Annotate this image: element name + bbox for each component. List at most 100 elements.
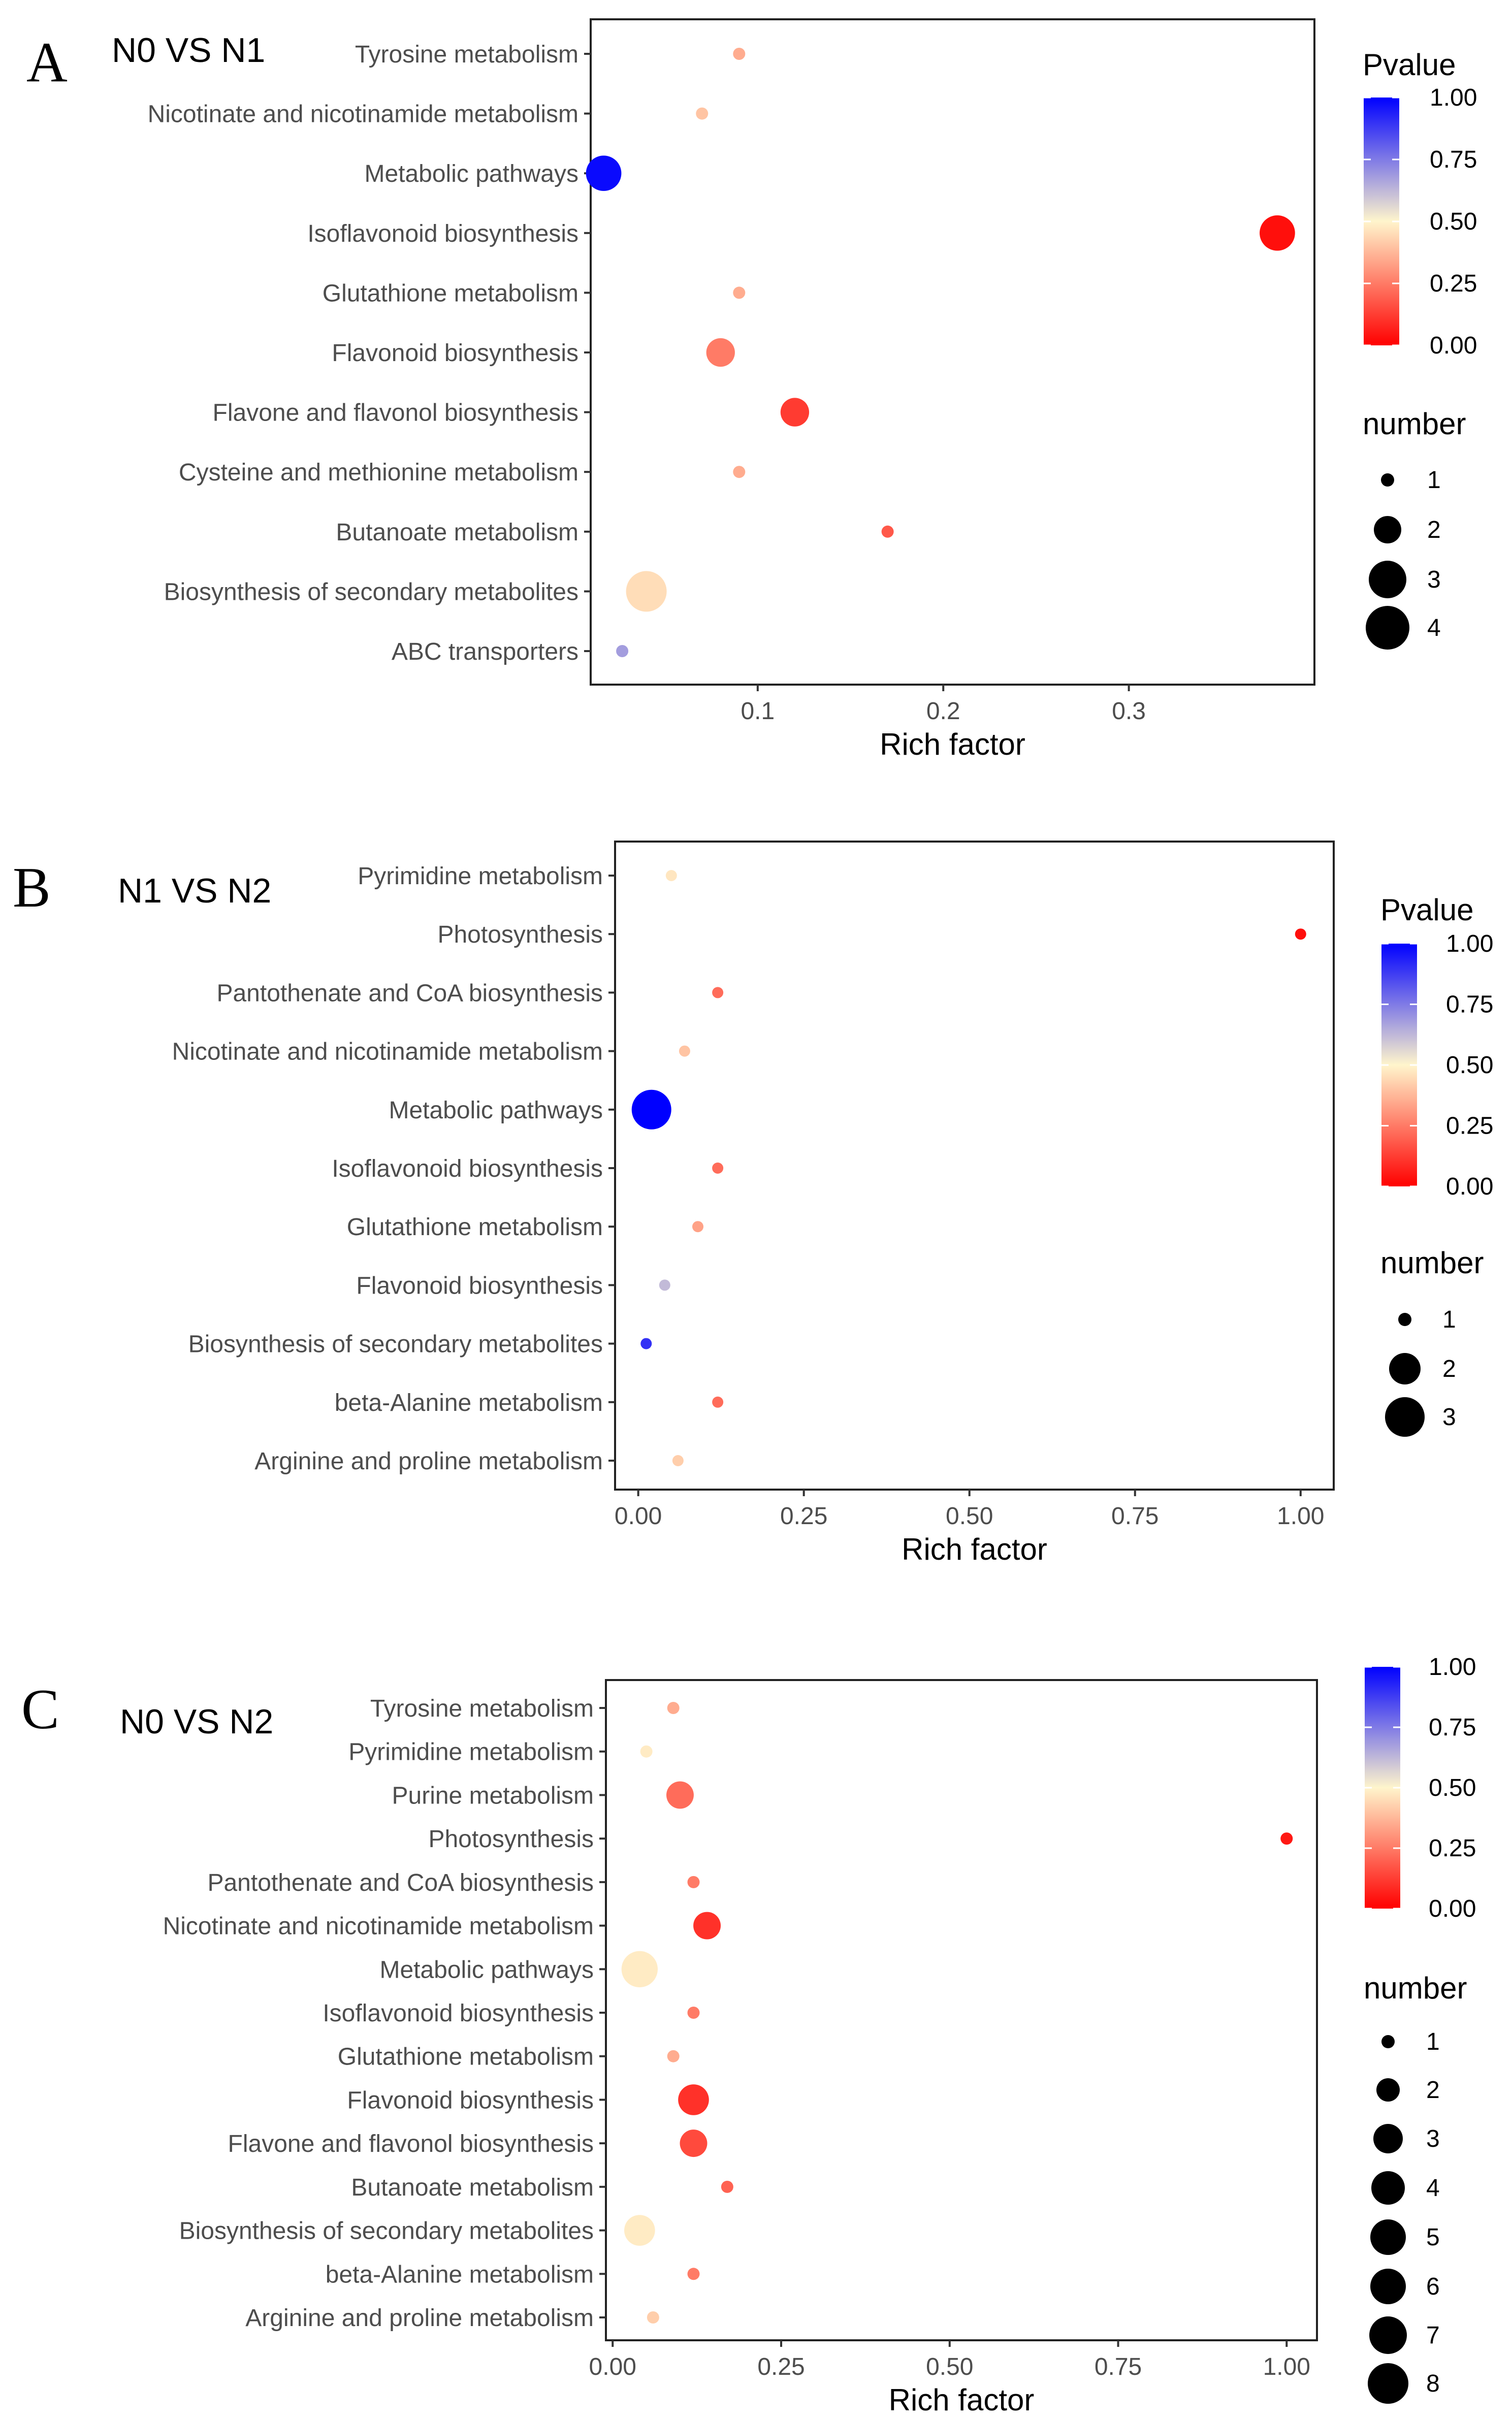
data-point bbox=[680, 2130, 707, 2157]
size-legend-dot bbox=[1368, 2363, 1408, 2404]
data-point bbox=[733, 48, 746, 60]
y-tick-label: Pyrimidine metabolism bbox=[358, 863, 603, 890]
y-tick-label: ABC transporters bbox=[392, 638, 578, 665]
x-tick-label: 0.50 bbox=[946, 1503, 993, 1530]
y-tick-label: beta-Alanine metabolism bbox=[326, 2261, 594, 2288]
x-tick-label: 0.25 bbox=[780, 1503, 827, 1530]
panel-letter: C bbox=[21, 1678, 59, 1741]
plot-frame bbox=[590, 18, 1315, 686]
data-point bbox=[1260, 215, 1295, 251]
x-tick-label: 0.2 bbox=[926, 698, 960, 725]
y-tick-label: Isoflavonoid biosynthesis bbox=[307, 220, 578, 247]
x-tick-label: 0.3 bbox=[1112, 698, 1146, 725]
data-point bbox=[621, 1951, 658, 1987]
color-bar-label: 0.50 bbox=[1446, 1052, 1493, 1079]
data-point bbox=[712, 1163, 724, 1174]
data-point bbox=[1280, 1832, 1293, 1845]
y-tick-label: Flavonoid biosynthesis bbox=[356, 1272, 603, 1299]
x-tick-label: 0.25 bbox=[757, 2353, 805, 2380]
color-bar-label: 0.00 bbox=[1430, 332, 1477, 359]
data-point bbox=[696, 107, 709, 120]
y-tick-label: Biosynthesis of secondary metabolites bbox=[164, 578, 578, 605]
size-legend-dot bbox=[1385, 1397, 1425, 1437]
data-point bbox=[616, 645, 629, 657]
size-legend-label: 3 bbox=[1442, 1404, 1456, 1431]
panel-B: B N1 VS N2 Pyrimidine metabolism Photosynth… bbox=[13, 841, 1493, 1566]
size-legend-dot bbox=[1373, 2124, 1403, 2153]
y-tick-label: Glutathione metabolism bbox=[347, 1214, 603, 1241]
color-bar-label: 0.75 bbox=[1446, 991, 1493, 1018]
x-axis-label: Rich factor bbox=[880, 727, 1025, 761]
y-tick-label: Arginine and proline metabolism bbox=[245, 2305, 594, 2332]
data-point bbox=[586, 155, 622, 191]
y-tick-label: Flavonoid biosynthesis bbox=[332, 340, 578, 367]
y-tick-label: Flavone and flavonol biosynthesis bbox=[228, 2131, 594, 2157]
size-legend-label: 2 bbox=[1427, 517, 1441, 543]
color-legend-title: Pvalue bbox=[1380, 893, 1473, 927]
chart-title: N0 VS N1 bbox=[112, 31, 265, 70]
color-bar-label: 0.25 bbox=[1446, 1113, 1493, 1140]
y-tick-label: Glutathione metabolism bbox=[338, 2044, 594, 2071]
y-tick-label: Biosynthesis of secondary metabolites bbox=[179, 2218, 594, 2245]
size-legend-label: 2 bbox=[1426, 2077, 1440, 2104]
y-tick-label: Nicotinate and nicotinamide metabolism bbox=[148, 101, 578, 128]
size-legend-dot bbox=[1371, 2171, 1405, 2205]
size-legend-title: number bbox=[1380, 1246, 1484, 1280]
color-bar-label: 0.25 bbox=[1429, 1835, 1476, 1862]
y-tick-label: Pantothenate and CoA biosynthesis bbox=[216, 980, 603, 1007]
data-point bbox=[666, 1781, 694, 1809]
color-bar-label: 0.50 bbox=[1429, 1775, 1476, 1801]
data-point bbox=[679, 1045, 690, 1057]
size-legend-label: 1 bbox=[1426, 2028, 1440, 2055]
x-axis-label: Rich factor bbox=[902, 1532, 1047, 1566]
size-legend-title: number bbox=[1363, 407, 1466, 441]
y-tick-label: Pyrimidine metabolism bbox=[348, 1739, 594, 1766]
x-tick-label: 0.00 bbox=[615, 1503, 662, 1530]
data-point bbox=[687, 2268, 700, 2280]
data-point bbox=[626, 571, 667, 612]
color-bar-label: 0.00 bbox=[1429, 1895, 1476, 1922]
size-legend-label: 7 bbox=[1426, 2322, 1440, 2349]
size-legend-label: 6 bbox=[1426, 2273, 1440, 2300]
plot-frame bbox=[605, 1679, 1318, 2341]
panel-letter: A bbox=[26, 31, 68, 94]
y-tick-label: Glutathione metabolism bbox=[323, 280, 578, 307]
y-tick-label: Flavonoid biosynthesis bbox=[347, 2087, 594, 2114]
y-tick-label: Purine metabolism bbox=[392, 1782, 594, 1809]
chart-title: N1 VS N2 bbox=[118, 872, 271, 910]
color-legend-title: Pvalue bbox=[1363, 48, 1456, 82]
data-point bbox=[706, 338, 735, 367]
size-legend-label: 8 bbox=[1426, 2370, 1440, 2397]
y-tick-label: Photosynthesis bbox=[428, 1826, 594, 1853]
data-point bbox=[667, 2050, 680, 2062]
color-bar-label: 0.25 bbox=[1430, 270, 1477, 297]
x-tick-label: 0.1 bbox=[741, 698, 775, 725]
data-point bbox=[631, 1089, 671, 1130]
plot-frame bbox=[614, 841, 1335, 1491]
x-tick-label: 1.00 bbox=[1277, 1503, 1324, 1530]
color-bar-label: 1.00 bbox=[1429, 1654, 1476, 1681]
size-legend-label: 2 bbox=[1442, 1356, 1456, 1382]
size-legend-label: 3 bbox=[1426, 2125, 1440, 2152]
y-tick-label: Tyrosine metabolism bbox=[355, 41, 578, 68]
size-legend-label: 4 bbox=[1426, 2175, 1440, 2202]
color-bar-label: 0.50 bbox=[1430, 208, 1477, 235]
size-legend-dot bbox=[1389, 1353, 1421, 1384]
data-point bbox=[640, 1745, 653, 1758]
data-point bbox=[692, 1221, 704, 1233]
data-point bbox=[733, 286, 746, 299]
size-legend-label: 1 bbox=[1427, 467, 1441, 494]
size-legend-label: 1 bbox=[1442, 1306, 1456, 1333]
data-point bbox=[624, 2215, 655, 2246]
color-bar-label: 1.00 bbox=[1446, 930, 1493, 957]
data-point bbox=[687, 2007, 700, 2019]
size-legend-label: 5 bbox=[1426, 2224, 1440, 2251]
data-point bbox=[881, 525, 894, 538]
color-bar-label: 1.00 bbox=[1430, 84, 1477, 111]
x-tick-label: 0.75 bbox=[1111, 1503, 1159, 1530]
panel-letter: B bbox=[13, 856, 51, 919]
data-point bbox=[672, 1455, 684, 1466]
data-point bbox=[733, 466, 746, 478]
color-bar-label: 0.75 bbox=[1430, 146, 1477, 173]
